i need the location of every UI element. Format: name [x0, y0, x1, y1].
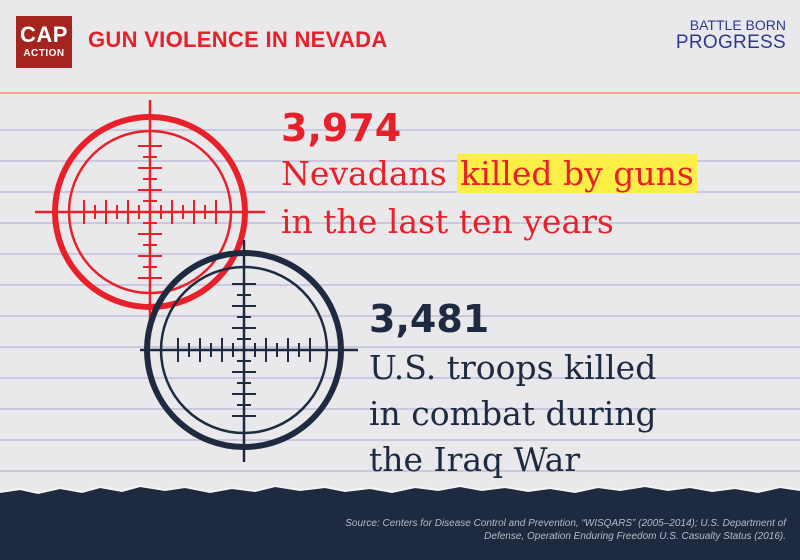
source-citation: Source: Centers for Disease Control and … — [345, 518, 786, 542]
stat1-prefix: Nevadans — [281, 154, 458, 193]
stat2-line3: the Iraq War — [369, 440, 581, 479]
stat1-line2: in the last ten years — [281, 202, 614, 241]
stat2-line2: in combat during — [369, 394, 657, 433]
stat1-highlight: killed by guns — [457, 154, 697, 193]
logo-cap-text: CAP — [20, 22, 68, 47]
cap-action-logo: CAP ACTION — [16, 16, 72, 68]
stat2-line1: U.S. troops killed — [369, 348, 657, 387]
stat1-number: 3,974 — [281, 106, 402, 150]
battle-born-progress-logo: BATTLE BORN PROGRESS — [676, 17, 786, 53]
logo-action-text: ACTION — [23, 48, 65, 59]
stat1-line1: Nevadans killed by guns — [281, 151, 697, 197]
partner-line1: BATTLE BORN — [689, 17, 786, 33]
stat2-number: 3,481 — [369, 297, 490, 341]
page-title: GUN VIOLENCE IN NEVADA — [88, 27, 388, 52]
header-divider — [0, 92, 800, 94]
partner-line2: PROGRESS — [675, 32, 786, 53]
footer-band — [0, 484, 800, 560]
